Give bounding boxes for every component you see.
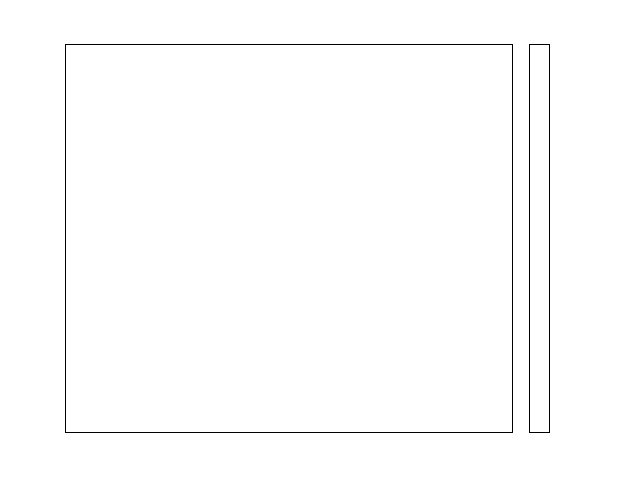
colorbar <box>529 44 550 433</box>
colorbar-gradient <box>530 45 549 432</box>
plot-area <box>65 44 513 433</box>
spectrogram-heatmap <box>66 45 512 432</box>
